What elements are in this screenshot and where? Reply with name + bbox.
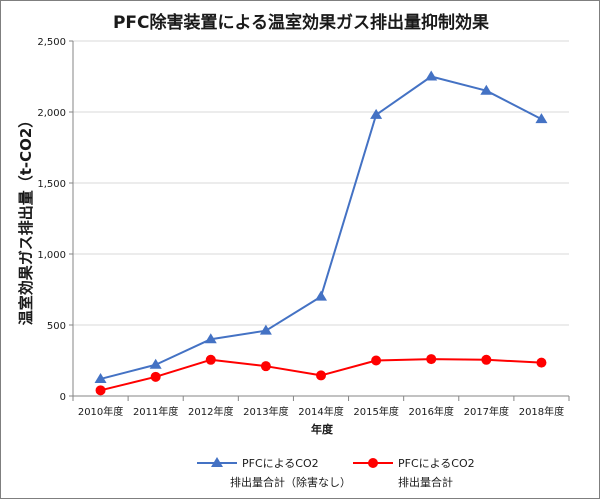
series-group (94, 70, 548, 396)
chart-title: PFC除害装置による温室効果ガス排出量抑制効果 (113, 12, 489, 33)
y-axis-label: 温室効果ガス排出量（t-CO2） (17, 113, 35, 326)
series-2-point (150, 371, 161, 382)
legend-label-series-2-line1: PFCによるCO2 (398, 457, 475, 470)
legend-label-series-2-line2: 排出量合計 (398, 475, 453, 489)
series-1-point (204, 333, 217, 344)
x-tick-label: 2011年度 (133, 405, 178, 418)
x-tick-label: 2012年度 (188, 405, 233, 418)
series-2-point (371, 355, 382, 366)
legend-label-series-1-line1: PFCによるCO2 (242, 457, 319, 470)
series-2-point (481, 354, 492, 365)
x-axis-label: 年度 (311, 422, 334, 436)
legend-item-series-2: PFCによるCO2 排出量合計 (353, 457, 475, 489)
series-2-point (316, 370, 326, 381)
y-tick-label: 1,500 (37, 179, 66, 190)
y-tick-label: 500 (47, 321, 66, 332)
axes (72, 41, 570, 401)
series-1-point (370, 108, 383, 119)
y-tick-labels: 0 500 1,000 1,500 2,000 2,500 (37, 37, 66, 403)
y-tick-label: 1,000 (37, 250, 66, 261)
series-2-point (205, 354, 216, 365)
series-2-point (426, 354, 437, 365)
legend-label-series-1-line2: 排出量合計（除害なし） (230, 475, 351, 489)
x-tick-label: 2017年度 (464, 405, 509, 418)
x-tick-label: 2013年度 (243, 405, 288, 418)
legend-item-series-1: PFCによるCO2 排出量合計（除害なし） (197, 457, 351, 489)
x-tick-label: 2014年度 (298, 405, 343, 418)
series-2-point (260, 361, 271, 372)
y-tick-label: 2,500 (37, 37, 66, 48)
series-1-point (259, 324, 272, 335)
x-tick-label: 2018年度 (519, 405, 564, 418)
series-1-point (425, 70, 438, 81)
legend-triangle-icon (211, 457, 223, 467)
series-1-point (94, 372, 107, 383)
series-1-point (149, 358, 162, 369)
y-tick-label: 2,000 (37, 108, 66, 119)
gridlines (69, 40, 569, 397)
x-tick-labels: 2010年度 2011年度 2012年度 2013年度 2014年度 2015年度 2016… (78, 405, 564, 418)
series-2-point (536, 357, 547, 368)
series-1-point (315, 290, 327, 301)
legend-circle-icon (368, 458, 378, 468)
series-line-1 (100, 75, 542, 380)
x-tick-label: 2010年度 (78, 405, 123, 418)
x-tick-label: 2015年度 (353, 405, 398, 418)
series-2-point (95, 385, 106, 396)
y-tick-label: 0 (60, 392, 66, 403)
x-tick-label: 2016年度 (408, 405, 453, 418)
legend: PFCによるCO2 排出量合計（除害なし） PFCによるCO2 排出量合計 (197, 457, 475, 489)
series-1-point (535, 113, 548, 124)
series-1-point (480, 84, 493, 95)
